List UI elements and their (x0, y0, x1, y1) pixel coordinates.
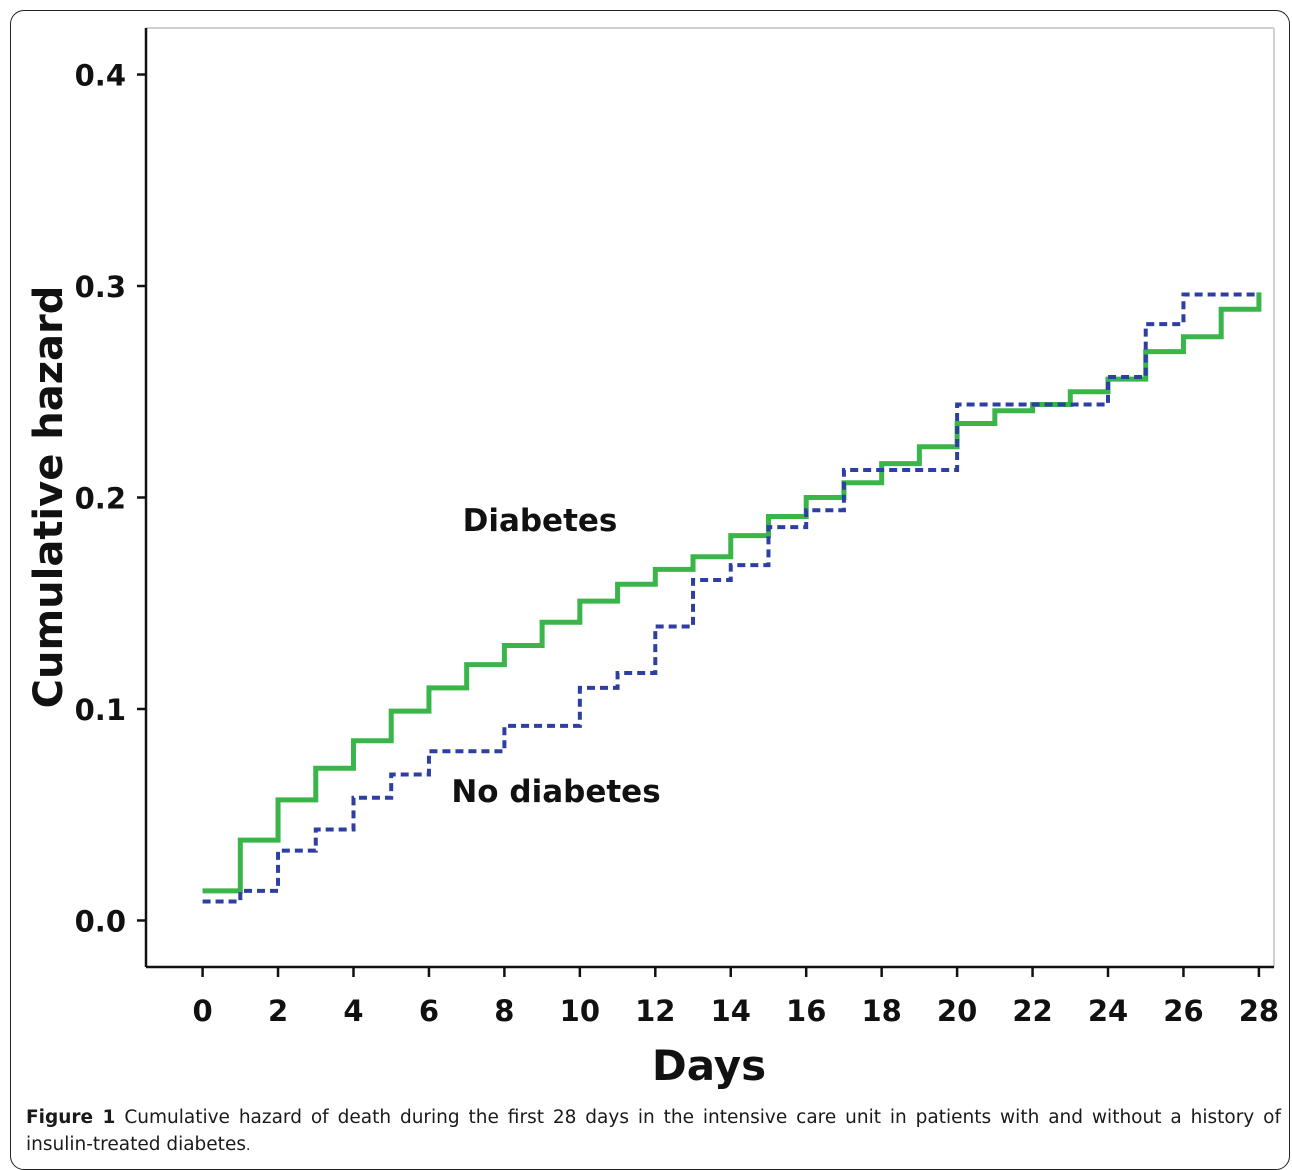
x-tick-label: 26 (1163, 994, 1203, 1028)
x-tick-label: 8 (494, 994, 514, 1028)
caption-end: . (245, 1138, 251, 1154)
x-tick-label: 22 (1012, 994, 1052, 1028)
y-tick-label: 0.3 (75, 270, 126, 304)
x-tick-label: 12 (635, 994, 675, 1028)
x-axis-label: Days (652, 1041, 766, 1090)
x-tick-label: 6 (419, 994, 439, 1028)
series-lines (202, 292, 1262, 904)
x-tick-label: 4 (343, 994, 363, 1028)
x-tick-label: 10 (560, 994, 600, 1028)
x-axis-ticks: 0 2 4 6 8 10 12 14 16 18 20 22 24 26 28 (192, 967, 1279, 1028)
x-tick-label: 18 (861, 994, 901, 1028)
y-tick-label: 0.4 (75, 59, 126, 93)
x-tick-label: 20 (937, 994, 977, 1028)
caption-text: Cumulative hazard of death during the fi… (26, 1107, 1281, 1155)
y-tick-label: 0.2 (75, 482, 126, 516)
x-tick-label: 24 (1088, 994, 1128, 1028)
series-line-diabetes (202, 292, 1262, 894)
annotation-no-diabetes: No diabetes (451, 774, 660, 810)
x-tick-label: 0 (192, 994, 212, 1028)
cumulative-hazard-chart: 0.00.10.20.30.4 0 2 4 6 8 10 12 14 16 18 20 22 24 26 2… (26, 27, 1279, 1090)
y-axis-label: Cumulative hazard (26, 286, 72, 709)
x-tick-label: 2 (268, 994, 288, 1028)
plot-area (146, 28, 1274, 967)
x-tick-label: 14 (711, 994, 751, 1028)
figure-caption: Figure 1 Cumulative hazard of death duri… (26, 1104, 1281, 1160)
x-tick-label: 16 (786, 994, 826, 1028)
annotation-diabetes: Diabetes (463, 503, 618, 539)
y-tick-label: 0.0 (75, 904, 126, 938)
figure-label: Figure 1 (26, 1107, 116, 1128)
series-line-no-diabetes (202, 292, 1259, 904)
y-tick-label: 0.1 (75, 693, 126, 727)
x-tick-label: 28 (1239, 994, 1279, 1028)
y-axis-ticks: 0.0 0.1 0.2 0.3 0.4 (75, 59, 146, 938)
